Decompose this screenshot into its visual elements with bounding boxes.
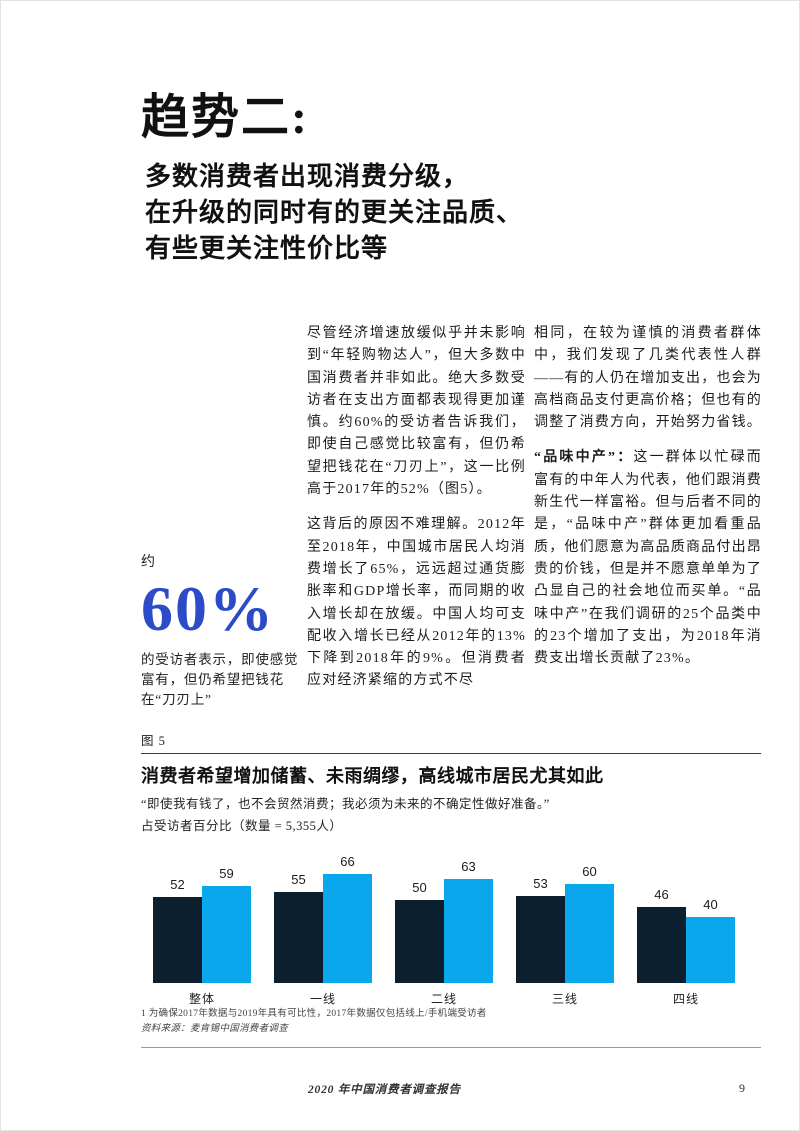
paragraph-lead: “品味中产”： [534,450,634,466]
source-line: 资料来源：麦肯锡中国消费者调查 [141,1024,289,1034]
figure-title: 消费者希望增加储蓄、未雨绸缪，高线城市居民尤其如此 [141,766,604,786]
footer-rule [141,1047,761,1048]
stat-prefix: 约 [141,555,155,570]
stat-value: 60% [141,573,275,644]
chart-category-labels: 整体 一线 二线 三线 四线 [153,990,735,1007]
bar-四线 [637,907,686,983]
bar-value-label: 66 [340,854,355,869]
paragraph: “品味中产”：这一群体以忙碌而富有的中年人为代表，他们跟消费新生代一样富裕。但与… [534,447,762,670]
callout-stat: 约 60% 的受访者表示，即使感觉富有，但仍希望把钱花在“刀刃上” [141,551,305,710]
bar-整体 [202,886,251,983]
bar-四线 [686,917,735,983]
chart-group: 50 63 [395,859,493,983]
paragraph-text: 这一群体以忙碌而富有的中年人为代表，他们跟消费新生代一样富裕。但与后者不同的是，… [534,450,762,667]
chart-group: 53 60 [516,864,614,983]
bar-一线 [274,892,323,983]
bar-value-label: 40 [703,897,718,912]
category-label: 三线 [551,992,578,1006]
category-label: 整体 [188,992,215,1006]
chart-group: 55 66 [274,854,372,983]
category-label: 四线 [672,992,699,1006]
footnote-line: 1 为确保2017年数据与2019年具有可比性，2017年数据仅包括线上/手机端… [141,1009,487,1019]
bar-value-label: 53 [533,876,548,891]
bar-整体 [153,897,202,983]
stat-caption: 的受访者表示，即使感觉富有，但仍希望把钱花在“刀刃上” [141,652,299,708]
figure-unit-note: 占受访者百分比（数量 = 5,355人） [141,819,343,833]
bar-一线 [323,874,372,983]
bar-二线 [395,900,444,983]
page-subtitle: 多数消费者出现消费分级， 在升级的同时有的更关注品质、 有些更关注性价比等 [145,162,524,263]
bar-value-label: 60 [582,864,597,879]
figure-top-rule [141,753,761,754]
chart-group: 52 59 [153,866,251,983]
bar-三线 [516,896,565,983]
bar-二线 [444,879,493,983]
category-label: 一线 [309,992,336,1006]
paragraph: 相同，在较为谨慎的消费者群体中，我们发现了几类代表性人群——有的人仍在增加支出，… [534,326,762,431]
body-column-2: 相同，在较为谨慎的消费者群体中，我们发现了几类代表性人群——有的人仍在增加支出，… [534,323,762,683]
bar-value-label: 52 [170,877,185,892]
chart-group: 46 40 [637,887,735,983]
figure-quote: “即使我有钱了，也不会贸然消费；我必须为未来的不确定性做好准备。” [141,797,550,811]
bar-value-label: 63 [461,859,476,874]
category-label: 二线 [430,992,457,1006]
chart-groups: 52 59 55 66 50 63 53 60 46 40 [153,854,735,983]
figure-footnotes: 1 为确保2017年数据与2019年具有可比性，2017年数据仅包括线上/手机端… [141,1007,487,1037]
page-title: 趋势二: [141,91,309,144]
paragraph: 尽管经济增速放缓似乎并未影响到“年轻购物达人”，但大多数中国消费者并非如此。绝大… [307,326,526,498]
bar-value-label: 50 [412,880,427,895]
bar-value-label: 59 [219,866,234,881]
bar-三线 [565,884,614,983]
bar-value-label: 46 [654,887,669,902]
footer-page-number: 9 [739,1081,745,1095]
bar-chart: 52 59 55 66 50 63 53 60 46 40 整体 一线 二线 三线 四线 [153,854,735,1007]
figure-label: 图 5 [141,734,166,748]
body-column-1: 尽管经济增速放缓似乎并未影响到“年轻购物达人”，但大多数中国消费者并非如此。绝大… [307,323,526,706]
paragraph: 这背后的原因不难理解。2012年至2018年，中国城市居民人均消费增长了65%，… [307,517,526,689]
bar-value-label: 55 [291,872,306,887]
footer-report-title: 2020 年中国消费者调查报告 [308,1084,461,1096]
